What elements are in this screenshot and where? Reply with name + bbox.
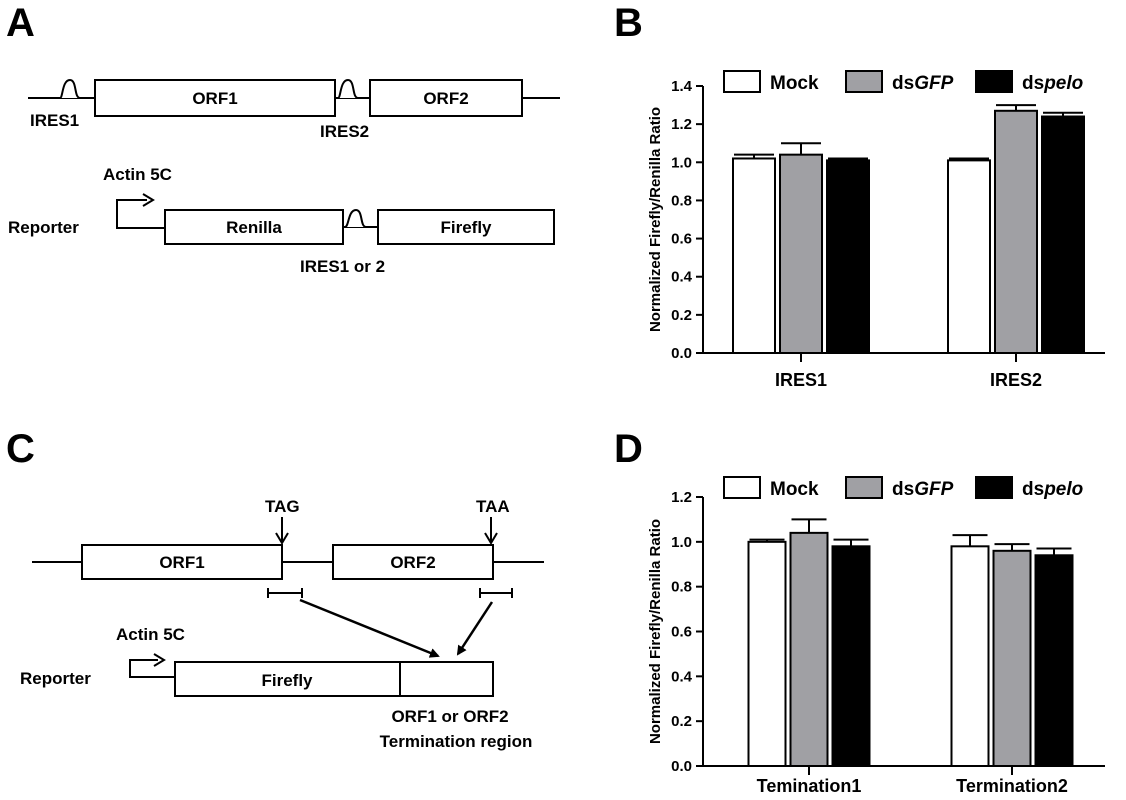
category-label: Temination1 bbox=[757, 776, 862, 796]
bar-mock-2 bbox=[947, 159, 991, 354]
orf1-termination-bracket bbox=[267, 588, 303, 598]
reporter-label: Reporter bbox=[20, 669, 91, 688]
y-tick-label: 0.0 bbox=[671, 345, 692, 362]
bar-dspelo-1 bbox=[826, 159, 870, 354]
orf2-box bbox=[369, 79, 523, 117]
orf1-box bbox=[94, 79, 336, 117]
bar-mock-1 bbox=[747, 540, 787, 767]
legend-swatch-mock bbox=[723, 70, 761, 93]
y-tick-label: 0.8 bbox=[671, 579, 692, 596]
orf2-label: ORF2 bbox=[390, 553, 435, 572]
panel-a: A ORF1 ORF2 IRES1 IRES2 Actin 5C Reporte… bbox=[6, 1, 560, 276]
chart-d: 0.0 0.2 0.4 0.6 0.8 1.0 1.2 Normalized Firefly/… bbox=[647, 476, 1105, 796]
legend-swatch-dspelo bbox=[975, 476, 1013, 499]
y-tick-label: 1.0 bbox=[671, 534, 692, 551]
category-label: IRES1 bbox=[775, 370, 827, 390]
y-tick-label: 1.2 bbox=[671, 116, 692, 133]
y-tick-label: 0.4 bbox=[671, 668, 693, 685]
promoter-arrow-icon bbox=[129, 659, 175, 678]
y-axis-title: Normalized Firefly/Renilla Ratio bbox=[647, 519, 664, 744]
panel-c: C ORF1 ORF2 TAG TAA Actin 5C Reporter Fi… bbox=[6, 427, 544, 751]
promoter-label: Actin 5C bbox=[103, 165, 172, 184]
firefly-box bbox=[377, 209, 555, 245]
category-label: IRES2 bbox=[990, 370, 1042, 390]
category-label: Termination2 bbox=[956, 776, 1068, 796]
y-tick-label: 0.2 bbox=[671, 307, 692, 324]
ires2-label: IRES2 bbox=[320, 122, 369, 141]
orf1-label: ORF1 bbox=[159, 553, 204, 572]
ires2-stem-loop-icon bbox=[337, 78, 359, 99]
firefly-label: Firefly bbox=[440, 218, 492, 237]
reporter-label: Reporter bbox=[8, 218, 79, 237]
ires1-stem-loop-icon bbox=[59, 78, 81, 99]
promoter-arrowhead-icon bbox=[142, 193, 155, 207]
y-tick-label: 1.4 bbox=[671, 78, 693, 95]
panel-letter-d: D bbox=[614, 427, 643, 471]
ires-choice-label: IRES1 or 2 bbox=[300, 257, 385, 276]
y-axis-title: Normalized Firefly/Renilla Ratio bbox=[647, 107, 664, 332]
tag-arrowhead-icon bbox=[275, 532, 289, 545]
bar-mock-2 bbox=[950, 545, 990, 767]
panel-letter-b: B bbox=[614, 1, 643, 45]
bar-dsgfp-2 bbox=[992, 549, 1032, 767]
orf2-termination-bracket bbox=[479, 588, 513, 598]
legend-swatch-dsgfp bbox=[845, 70, 883, 93]
taa-arrowhead-icon bbox=[484, 532, 498, 545]
legend-label-mock: Mock bbox=[770, 479, 819, 500]
legend-label-mock: Mock bbox=[770, 73, 819, 94]
orf1-label: ORF1 bbox=[192, 89, 237, 108]
chart-b: 0.0 0.2 0.4 0.6 0.8 1.0 1.2 1.4 Normalized Firef… bbox=[647, 70, 1105, 390]
panel-letter-c: C bbox=[6, 427, 35, 471]
orf2-insert-arrow-icon bbox=[456, 601, 494, 656]
legend-label-dspelo: dspelo bbox=[1022, 73, 1083, 94]
y-tick-label: 1.2 bbox=[671, 489, 692, 506]
promoter-arrow-icon bbox=[116, 199, 165, 229]
bar-dspelo-2 bbox=[1041, 115, 1085, 354]
bar-dsgfp-2 bbox=[994, 109, 1038, 354]
bar-dspelo-1 bbox=[831, 545, 871, 767]
legend-swatch-dsgfp bbox=[845, 476, 883, 499]
ires1-label: IRES1 bbox=[30, 111, 79, 130]
tag-stop-label: TAG bbox=[265, 497, 300, 516]
y-tick-label: 0.8 bbox=[671, 192, 692, 209]
y-tick-label: 0.6 bbox=[671, 231, 692, 248]
renilla-box bbox=[164, 209, 344, 245]
orf2-label: ORF2 bbox=[423, 89, 468, 108]
panel-letter-a: A bbox=[6, 1, 35, 45]
orf1-insert-arrow-icon bbox=[299, 598, 440, 658]
bar-dsgfp-1 bbox=[789, 531, 829, 767]
orf2-box bbox=[332, 544, 494, 580]
y-tick-label: 0.2 bbox=[671, 713, 692, 730]
legend-label-dsgfp: dsGFP bbox=[892, 479, 954, 500]
renilla-label: Renilla bbox=[226, 218, 282, 237]
panel-b: B 0.0 0.2 0.4 0.6 0.8 1.0 1.2 1.4 Normalized Fir… bbox=[614, 1, 1105, 390]
bar-dspelo-2 bbox=[1034, 554, 1074, 767]
panel-d: D 0.0 0.2 0.4 0.6 0.8 1.0 1.2 Normalized Firefl… bbox=[614, 427, 1105, 796]
y-tick-label: 1.0 bbox=[671, 154, 692, 171]
region-label-line2: Termination region bbox=[380, 732, 533, 751]
y-tick-label: 0.6 bbox=[671, 624, 692, 641]
region-label-line1: ORF1 or ORF2 bbox=[391, 707, 508, 726]
y-tick-label: 0.0 bbox=[671, 758, 692, 775]
legend-swatch-dspelo bbox=[975, 70, 1013, 93]
promoter-label: Actin 5C bbox=[116, 625, 185, 644]
taa-stop-label: TAA bbox=[476, 497, 510, 516]
legend-label-dsgfp: dsGFP bbox=[892, 73, 954, 94]
firefly-label: Firefly bbox=[261, 671, 313, 690]
y-tick-label: 0.4 bbox=[671, 269, 693, 286]
reporter-ires-stem-loop-icon bbox=[344, 208, 367, 228]
legend-label-dspelo: dspelo bbox=[1022, 479, 1083, 500]
reporter-box bbox=[174, 661, 494, 697]
orf1-box bbox=[81, 544, 283, 580]
bar-mock-1 bbox=[732, 157, 776, 354]
bar-dsgfp-1 bbox=[779, 153, 823, 354]
legend-swatch-mock bbox=[723, 476, 761, 499]
promoter-arrowhead-icon bbox=[153, 653, 166, 667]
